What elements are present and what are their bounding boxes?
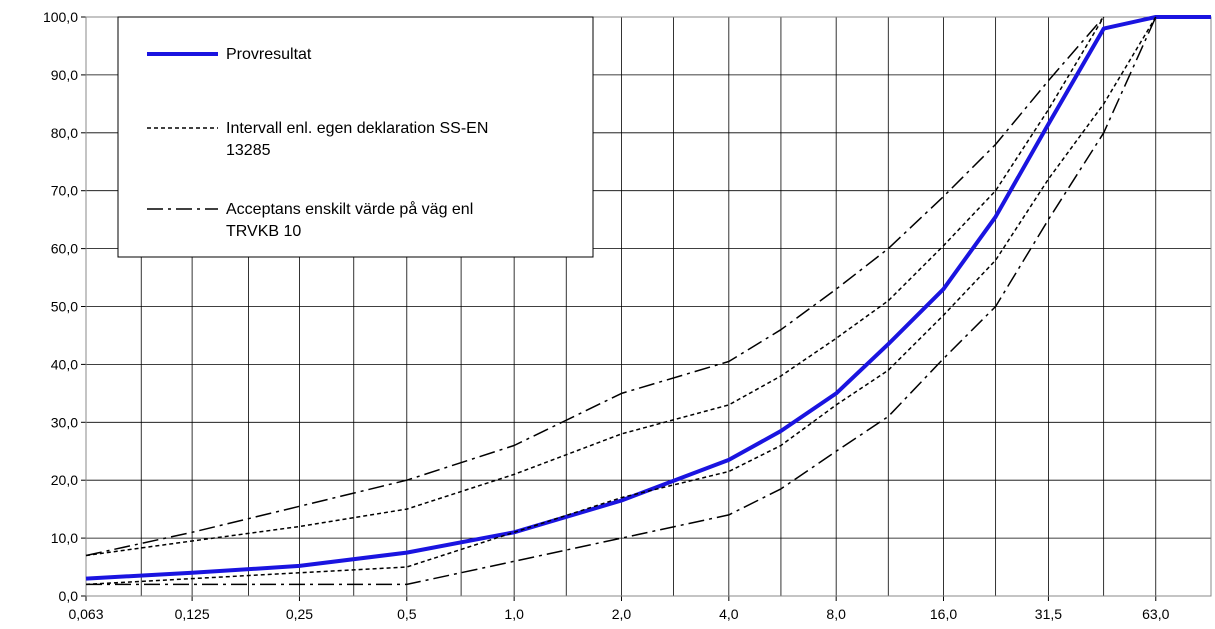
x-tick-label: 31,5 — [1035, 606, 1062, 622]
series-line-1 — [85, 16, 1105, 557]
series-line-3 — [85, 16, 1105, 557]
y-tick-label: 30,0 — [51, 414, 78, 430]
y-tick-label: 70,0 — [51, 183, 78, 199]
legend-label-1-line2: 13285 — [226, 142, 271, 159]
legend-label-1: Intervall enl. egen deklaration SS-EN — [226, 120, 488, 137]
series-line-0 — [85, 15, 1211, 581]
series-line-4 — [86, 16, 1157, 586]
x-tick-label: 16,0 — [930, 606, 957, 622]
y-tick-label: 60,0 — [51, 241, 78, 257]
x-tick-label: 63,0 — [1142, 606, 1169, 622]
x-tick-label: 8,0 — [826, 606, 846, 622]
series-line-2 — [85, 16, 1157, 586]
x-tick-label: 0,063 — [68, 606, 103, 622]
y-tick-label: 40,0 — [51, 356, 78, 372]
legend-box — [117, 16, 594, 258]
x-tick-label: 4,0 — [719, 606, 739, 622]
legend-label-2-line2: TRVKB 10 — [226, 223, 301, 240]
x-tick-label: 0,125 — [175, 606, 210, 622]
x-tick-label: 0,25 — [286, 606, 313, 622]
legend-label-0: Provresultat — [226, 46, 312, 63]
y-tick-label: 10,0 — [51, 530, 78, 546]
y-tick-label: 50,0 — [51, 299, 78, 315]
y-tick-label: 90,0 — [51, 67, 78, 83]
y-tick-label: 20,0 — [51, 472, 78, 488]
x-tick-label: 0,5 — [397, 606, 417, 622]
x-tick-label: 1,0 — [504, 606, 524, 622]
legend-label-2: Acceptans enskilt värde på väg enl — [226, 200, 473, 218]
y-tick-label: 0,0 — [59, 588, 79, 604]
plot-border — [85, 16, 1212, 597]
y-tick-label: 80,0 — [51, 125, 78, 141]
x-tick-label: 2,0 — [612, 606, 632, 622]
y-tick-label: 100,0 — [43, 9, 78, 25]
